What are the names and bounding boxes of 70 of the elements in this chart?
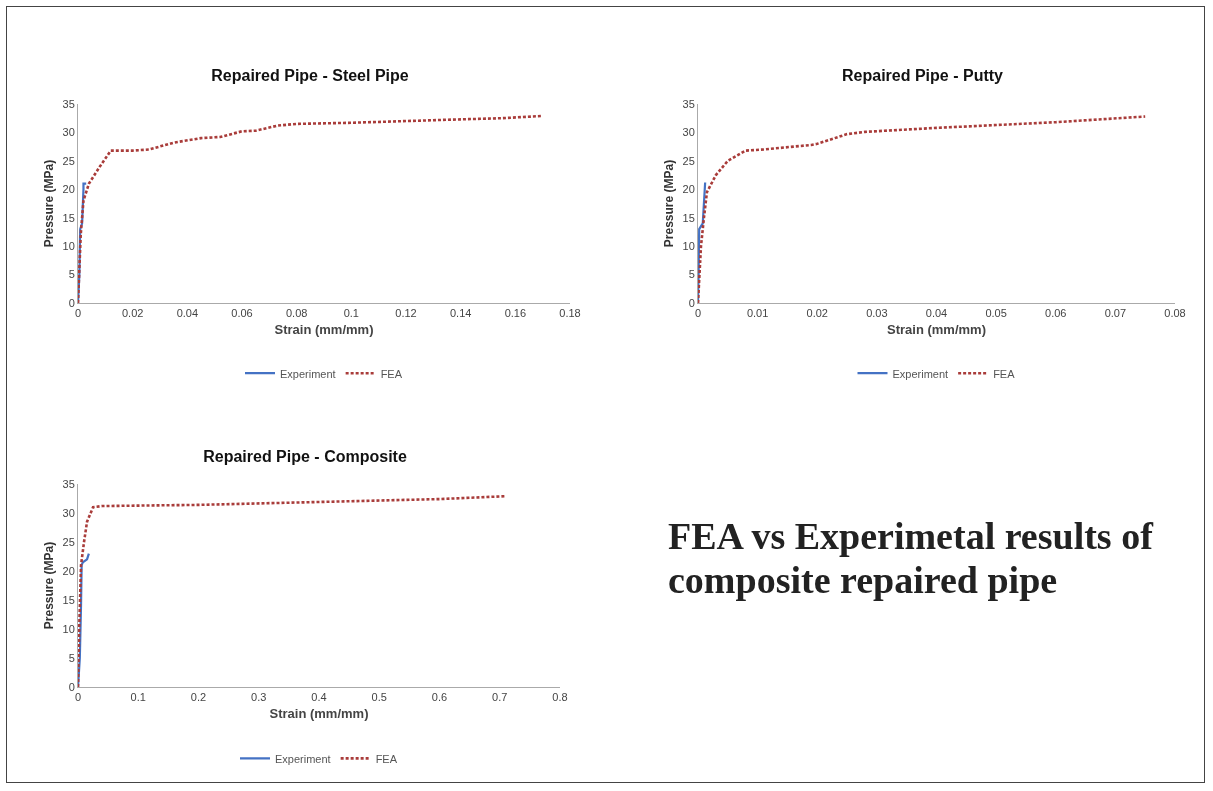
x-tick-label: 0.18 (559, 307, 581, 320)
y-tick-label: 35 (62, 477, 75, 490)
y-tick-label: 10 (62, 239, 75, 252)
legend-label: Experiment (280, 367, 336, 380)
x-tick-label: 0.01 (746, 307, 769, 320)
y-tick-label: 5 (68, 268, 75, 281)
y-tick-label: 15 (62, 211, 75, 224)
x-tick-label: 0.05 (985, 307, 1007, 320)
y-tick-label: 5 (688, 268, 695, 281)
line-series (78, 552, 90, 687)
x-tick-label: 0.6 (431, 691, 448, 704)
x-tick-label: 0.3 (251, 691, 267, 704)
y-tick-label: 15 (62, 593, 75, 606)
y-tick-label: 20 (62, 183, 75, 196)
x-tick-label: 0.14 (449, 307, 472, 320)
x-axis-title: Strain (mm/mm) (274, 321, 374, 337)
y-tick-label: 0 (688, 296, 695, 309)
y-tick-label: 25 (62, 154, 75, 167)
y-tick-label: 30 (682, 126, 695, 139)
x-tick-label: 0.5 (371, 691, 387, 704)
y-tick-label: 25 (682, 154, 695, 167)
legend-label: Experiment (275, 752, 331, 765)
y-tick-label: 20 (682, 183, 695, 196)
y-tick-label: 20 (62, 564, 75, 577)
y-tick-label: 10 (62, 622, 75, 635)
x-tick-label: 0.1 (343, 307, 359, 320)
x-tick-label: 0.4 (311, 691, 327, 704)
x-tick-label: 0.7 (492, 691, 508, 704)
x-tick-label: 0.02 (806, 307, 828, 320)
chart-title: Repaired Pipe - Putty (842, 67, 1004, 85)
x-tick-label: 0.06 (231, 307, 253, 320)
legend-label: FEA (375, 752, 398, 765)
x-tick-label: 0.8 (552, 691, 568, 704)
y-tick-label: 35 (62, 97, 75, 110)
x-tick-label: 0.04 (176, 307, 199, 320)
line-series (78, 114, 544, 303)
text: FEA vs Experimetal results of composite repaired pipe (668, 515, 1155, 603)
line-series (698, 181, 707, 303)
line-series (698, 115, 1147, 303)
chart-title: Repaired Pipe - Steel Pipe (211, 67, 409, 85)
legend-label: FEA (380, 367, 403, 380)
x-tick-label: 0.1 (130, 691, 146, 704)
y-tick-label: 0 (68, 680, 75, 693)
y-tick-label: 10 (682, 239, 695, 252)
y-axis-title: Pressure (MPa) (661, 159, 676, 248)
x-tick-label: 0.12 (395, 307, 417, 320)
line-series (78, 182, 88, 303)
x-tick-label: 0.08 (285, 307, 308, 320)
y-tick-label: 30 (62, 126, 75, 139)
x-tick-label: 0.2 (190, 691, 207, 704)
x-tick-label: 0.06 (1045, 307, 1067, 320)
x-tick-label: 0.07 (1104, 307, 1127, 320)
legend-label: Experiment (892, 367, 949, 380)
y-tick-label: 5 (68, 651, 75, 664)
y-tick-label: 0 (68, 296, 75, 309)
y-tick-label: 30 (62, 506, 75, 519)
chart-title: Repaired Pipe - Composite (203, 447, 407, 465)
x-tick-label: 0.16 (504, 307, 527, 320)
y-axis-title: Pressure (MPa) (41, 159, 56, 248)
x-tick-label: 0.04 (925, 307, 948, 320)
x-tick-label: 0.08 (1164, 307, 1186, 320)
y-axis-title: Pressure (MPa) (41, 541, 56, 630)
x-axis-title: Strain (mm/mm) (887, 321, 986, 337)
x-tick-label: 0.02 (121, 307, 144, 320)
x-axis-title: Strain (mm/mm) (269, 705, 369, 721)
y-tick-label: 15 (682, 211, 695, 224)
y-tick-label: 35 (682, 97, 695, 110)
legend-label: FEA (993, 367, 1016, 380)
y-tick-label: 25 (62, 535, 75, 548)
x-tick-label: 0.03 (866, 307, 888, 320)
